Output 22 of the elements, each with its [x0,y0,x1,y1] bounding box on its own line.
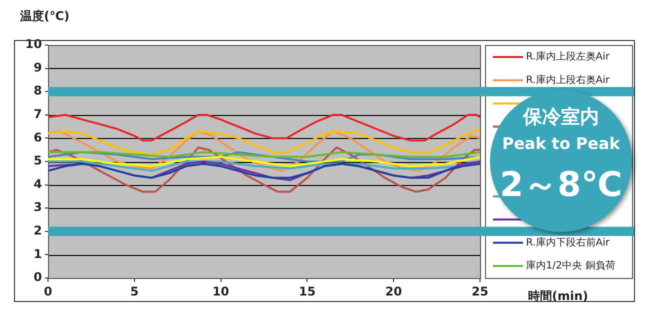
y-tick-label: 2 [34,224,42,238]
legend-label: R.庫内上段右奥Air [526,74,610,86]
y-tick-label: 3 [34,200,42,214]
y-tick-label: 7 [34,107,42,122]
y-tick-label: 9 [34,60,42,74]
x-tick-label: 0 [44,284,52,298]
x-tick-label: 15 [298,284,316,298]
x-tick-label: 20 [385,284,402,298]
y-tick-label: 1 [34,246,42,261]
y-tick-label: 8 [34,84,42,98]
x-tick-label: 25 [472,284,488,298]
y-tick-label: 4 [34,176,42,191]
legend-label: R.庫内上段左奥Air [526,50,610,63]
x-tick-label: 10 [212,284,230,298]
x-tick-label: 5 [130,284,139,298]
y-tick-label: 5 [34,154,42,168]
x-axis-title: 時間(min) [528,289,588,303]
legend-label: 庫内1/2中央 銅負荷 [526,260,616,272]
y-axis-title: 温度(℃) [19,9,70,23]
y-tick-label: 0 [34,270,42,284]
y-tick-label: 6 [34,130,42,144]
legend-label: R.庫内下段右前Air [526,236,610,248]
